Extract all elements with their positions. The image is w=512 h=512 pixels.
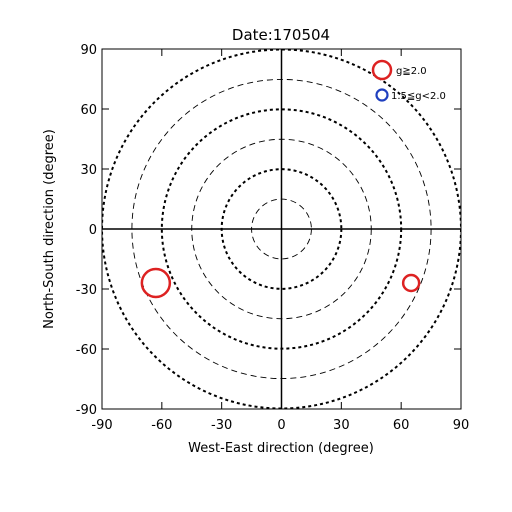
- x-axis-label: West-East direction (degree): [188, 441, 374, 456]
- x-tick-label: -30: [211, 418, 232, 433]
- x-tick-label: -90: [91, 418, 112, 433]
- x-tick-label: 0: [277, 418, 285, 433]
- y-tick-label: 90: [80, 43, 97, 58]
- x-tick-label: -60: [151, 418, 172, 433]
- y-tick-label: 30: [80, 163, 97, 178]
- y-axis-label: North-South direction (degree): [42, 129, 57, 329]
- data-point: [140, 267, 172, 299]
- chart-title: Date:170504: [232, 26, 330, 44]
- y-tick-label: 60: [80, 103, 97, 118]
- legend-marker: [371, 59, 393, 81]
- axis-ticks: -90 -60 -30 0 30 60 90 -90 -60 -30 0 30 60 90: [76, 43, 470, 433]
- y-tick-label: -90: [76, 403, 97, 418]
- legend-label: 1.5≦g<2.0: [391, 91, 446, 102]
- x-tick-label: 60: [393, 418, 410, 433]
- data-points: [140, 267, 421, 299]
- legend: g≧2.0 1.5≦g<2.0: [371, 59, 446, 102]
- x-tick-label: 30: [333, 418, 350, 433]
- x-tick-label: 90: [453, 418, 470, 433]
- data-point: [401, 273, 421, 293]
- y-tick-label: 0: [89, 223, 97, 238]
- y-tick-label: -30: [76, 283, 97, 298]
- zero-crosshair: [102, 49, 461, 409]
- legend-marker: [375, 88, 389, 102]
- legend-label: g≧2.0: [396, 66, 427, 77]
- y-tick-label: -60: [76, 343, 97, 358]
